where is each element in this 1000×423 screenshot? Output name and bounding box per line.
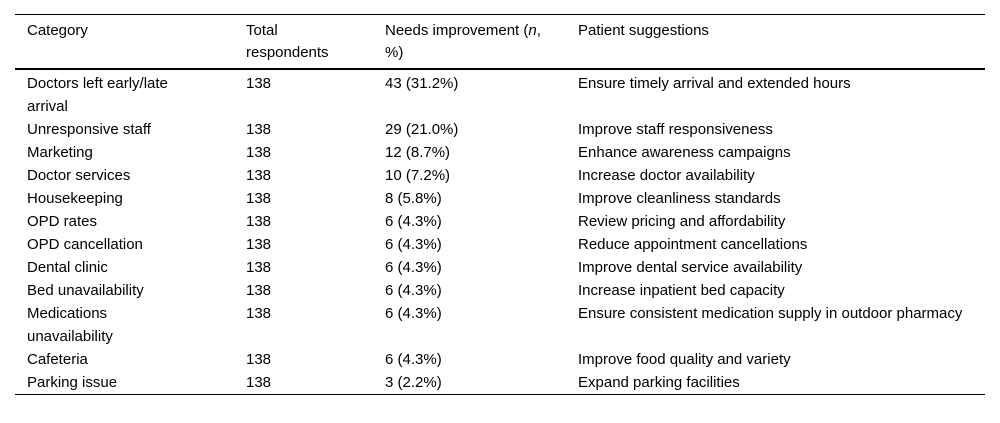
cell-category: Dental clinic [27,259,108,276]
cell-category: Doctor services [27,167,131,184]
cell-category: Parking issue [27,374,118,391]
table-row: Dental clinic 138 6 (4.3%) Improve denta… [15,256,985,279]
cell-patient-suggestion: Increase doctor availability [578,167,755,184]
table-row: Cafeteria 138 6 (4.3%) Improve food qual… [15,348,985,371]
table-row: Doctors left early/late arrival 138 43 (… [15,69,985,118]
cell-total-respondents: 138 [246,144,272,161]
cell-needs-improvement: 6 (4.3%) [385,351,442,368]
cell-total-respondents: 138 [246,351,272,368]
table-header: Category Total respondents Needs improve… [15,14,985,70]
table-body: Doctors left early/late arrival 138 43 (… [15,69,985,395]
needs-improvement-label-suffix: , %) [385,22,541,61]
table-row: Doctor services 138 10 (7.2%) Increase d… [15,164,985,187]
cell-patient-suggestion: Ensure consistent medication supply in o… [578,305,963,322]
cell-total-respondents: 138 [246,305,272,322]
cell-category: Medications unavailability [27,305,113,345]
cell-category: Housekeeping [27,190,123,207]
column-header-patient-suggestions: Patient suggestions [578,14,985,70]
cell-needs-improvement: 12 (8.7%) [385,144,451,161]
cell-total-respondents: 138 [246,259,272,276]
patient-feedback-table: Category Total respondents Needs improve… [15,14,985,395]
cell-total-respondents: 138 [246,75,272,92]
table-row: Marketing 138 12 (8.7%) Enhance awarenes… [15,141,985,164]
cell-needs-improvement: 43 (31.2%) [385,75,459,92]
cell-total-respondents: 138 [246,282,272,299]
cell-total-respondents: 138 [246,236,272,253]
cell-patient-suggestion: Improve staff responsiveness [578,121,773,138]
column-header-needs-improvement: Needs improvement (n, %) [385,14,578,70]
table-row: Housekeeping 138 8 (5.8%) Improve cleanl… [15,187,985,210]
cell-patient-suggestion: Expand parking facilities [578,374,740,391]
table-row: Parking issue 138 3 (2.2%) Expand parkin… [15,371,985,395]
needs-improvement-label-n: n [528,22,537,39]
cell-patient-suggestion: Improve food quality and variety [578,351,791,368]
cell-needs-improvement: 6 (4.3%) [385,305,442,322]
header-row: Category Total respondents Needs improve… [15,14,985,70]
table-row: OPD cancellation 138 6 (4.3%) Reduce app… [15,233,985,256]
cell-patient-suggestion: Review pricing and affordability [578,213,786,230]
table-row: Bed unavailability 138 6 (4.3%) Increase… [15,279,985,302]
cell-needs-improvement: 8 (5.8%) [385,190,442,207]
cell-total-respondents: 138 [246,190,272,207]
cell-total-respondents: 138 [246,121,272,138]
cell-category: Doctors left early/late arrival [27,75,168,115]
cell-needs-improvement: 6 (4.3%) [385,259,442,276]
column-header-total-respondents: Total respondents [246,14,385,70]
cell-patient-suggestion: Increase inpatient bed capacity [578,282,785,299]
cell-category: Cafeteria [27,351,88,368]
table-row: OPD rates 138 6 (4.3%) Review pricing an… [15,210,985,233]
column-header-category: Category [15,14,246,70]
cell-total-respondents: 138 [246,167,272,184]
cell-patient-suggestion: Improve cleanliness standards [578,190,781,207]
cell-needs-improvement: 6 (4.3%) [385,236,442,253]
cell-needs-improvement: 10 (7.2%) [385,167,451,184]
table-row: Unresponsive staff 138 29 (21.0%) Improv… [15,118,985,141]
cell-patient-suggestion: Ensure timely arrival and extended hours [578,75,851,92]
cell-total-respondents: 138 [246,374,272,391]
cell-needs-improvement: 3 (2.2%) [385,374,442,391]
cell-needs-improvement: 6 (4.3%) [385,213,442,230]
cell-category: Marketing [27,144,93,161]
cell-category: Unresponsive staff [27,121,151,138]
cell-total-respondents: 138 [246,213,272,230]
cell-category: OPD cancellation [27,236,143,253]
cell-category: OPD rates [27,213,98,230]
cell-needs-improvement: 6 (4.3%) [385,282,442,299]
cell-category: Bed unavailability [27,282,144,299]
cell-patient-suggestion: Improve dental service availability [578,259,803,276]
cell-patient-suggestion: Enhance awareness campaigns [578,144,791,161]
cell-needs-improvement: 29 (21.0%) [385,121,459,138]
needs-improvement-label-prefix: Needs improvement ( [385,22,529,39]
cell-patient-suggestion: Reduce appointment cancellations [578,236,808,253]
table-row: Medications unavailability 138 6 (4.3%) … [15,302,985,348]
